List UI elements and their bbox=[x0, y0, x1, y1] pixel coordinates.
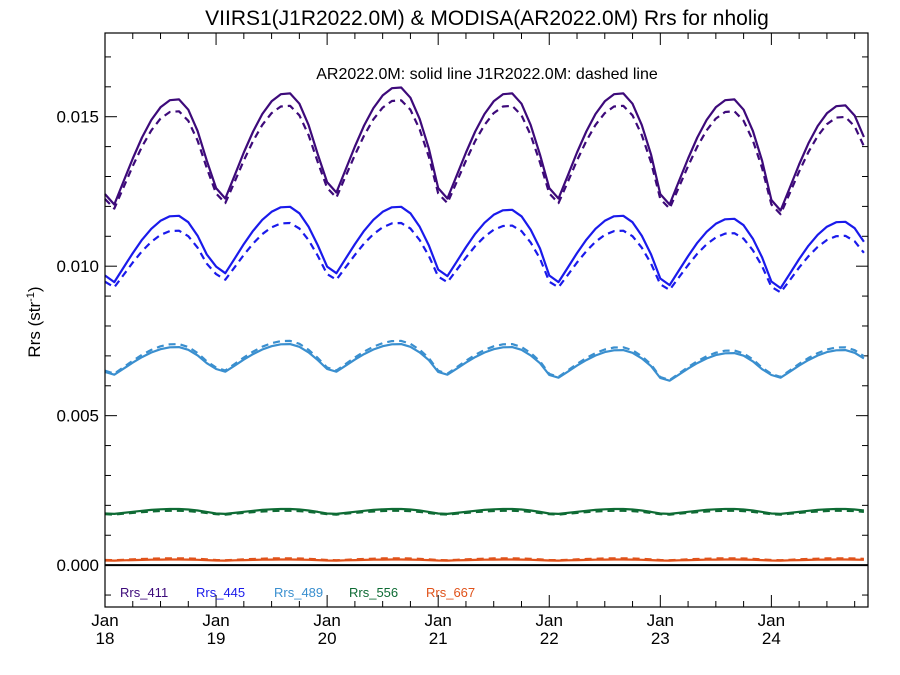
x-tick-year: 20 bbox=[318, 629, 337, 648]
x-tick-month: Jan bbox=[536, 611, 563, 630]
x-tick-year: 21 bbox=[429, 629, 448, 648]
x-tick-year: 18 bbox=[96, 629, 115, 648]
legend-entry-Rrs_411: Rrs_411 bbox=[120, 585, 168, 600]
y-axis-label-text: Rrs (str-1) bbox=[25, 286, 44, 357]
y-axis-label-main: Rrs (str bbox=[25, 302, 44, 358]
legend-entry-Rrs_489: Rrs_489 bbox=[274, 585, 323, 600]
y-tick-label: 0.000 bbox=[56, 556, 99, 575]
series-layer bbox=[104, 86, 865, 562]
x-tick-year: 19 bbox=[207, 629, 226, 648]
x-tick-month: Jan bbox=[758, 611, 785, 630]
series-Rrs_445 bbox=[104, 205, 865, 294]
series-line-solid-Rrs_489 bbox=[104, 343, 865, 382]
y-axis-label-close: ) bbox=[25, 286, 44, 292]
series-line-solid-Rrs_445 bbox=[104, 205, 865, 290]
legend-entry-Rrs_667: Rrs_667 bbox=[426, 585, 475, 600]
axis-ticks: 0.0000.0050.0100.015Jan18Jan19Jan20Jan21… bbox=[56, 33, 868, 648]
series-line-dashed-Rrs_445 bbox=[104, 221, 865, 294]
x-tick-month: Jan bbox=[424, 611, 451, 630]
plot-frame bbox=[104, 32, 869, 608]
x-tick-month: Jan bbox=[202, 611, 229, 630]
legend: Rrs_411 Rrs_445 Rrs_489 Rrs_556 Rrs_667 bbox=[120, 585, 475, 600]
y-tick-label: 0.005 bbox=[56, 407, 99, 426]
x-tick-year: 24 bbox=[762, 629, 781, 648]
series-Rrs_411 bbox=[104, 86, 865, 216]
y-axis-label-superscript: -1 bbox=[25, 292, 37, 302]
legend-entry-Rrs_556: Rrs_556 bbox=[349, 585, 398, 600]
series-line-dashed-Rrs_411 bbox=[104, 99, 865, 216]
series-line-dashed-Rrs_556 bbox=[104, 509, 864, 516]
line-style-annotation: AR2022.0M: solid line J1R2022.0M: dashed… bbox=[316, 66, 658, 83]
y-tick-label: 0.015 bbox=[56, 108, 99, 127]
series-line-solid-Rrs_411 bbox=[104, 86, 865, 212]
x-tick-year: 23 bbox=[651, 629, 670, 648]
series-line-solid-Rrs_556 bbox=[104, 507, 865, 516]
y-axis-label: Rrs (str-1) bbox=[25, 286, 44, 357]
series-Rrs_556 bbox=[104, 507, 865, 516]
legend-entry-Rrs_445: Rrs_445 bbox=[196, 585, 245, 600]
series-line-dashed-Rrs_667 bbox=[104, 557, 864, 562]
x-tick-month: Jan bbox=[647, 611, 674, 630]
y-tick-label: 0.010 bbox=[56, 257, 99, 276]
series-Rrs_667 bbox=[104, 557, 864, 562]
series-Rrs_489 bbox=[104, 339, 865, 382]
x-tick-month: Jan bbox=[313, 611, 340, 630]
x-tick-year: 22 bbox=[540, 629, 559, 648]
chart-title: VIIRS1(J1R2022.0M) & MODISA(AR2022.0M) R… bbox=[205, 7, 769, 30]
x-tick-month: Jan bbox=[91, 611, 118, 630]
series-line-dashed-Rrs_489 bbox=[104, 339, 865, 382]
